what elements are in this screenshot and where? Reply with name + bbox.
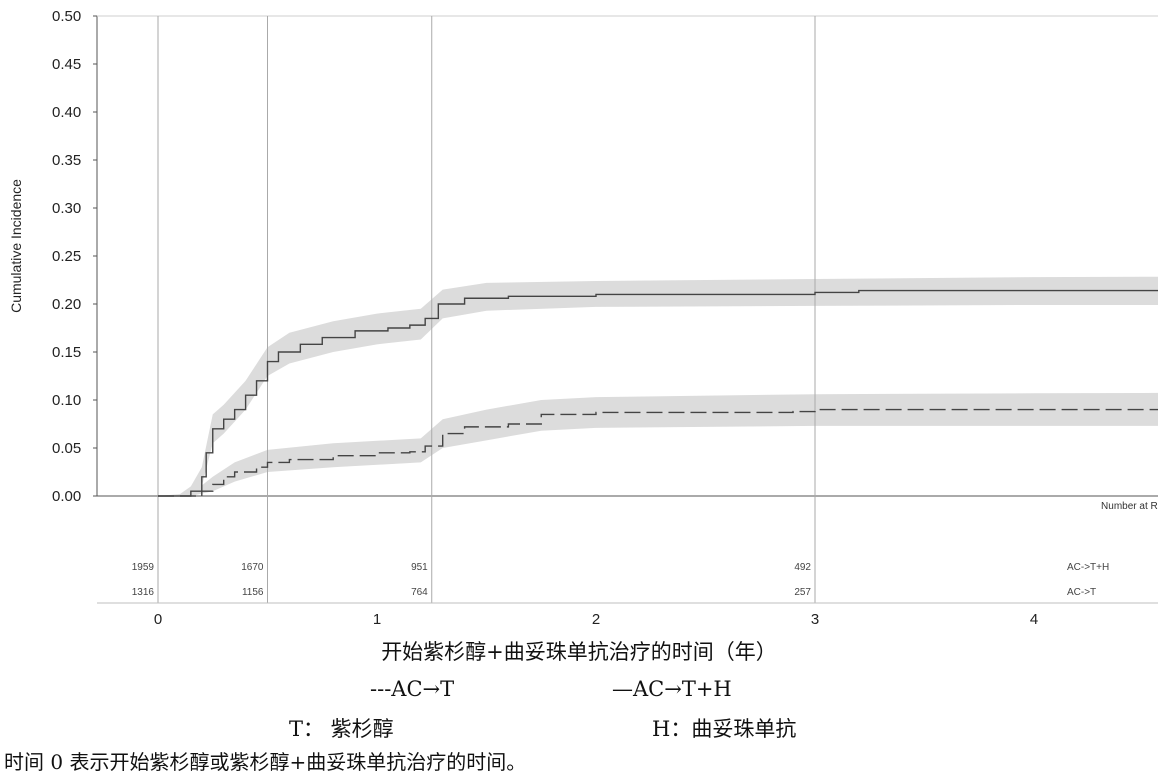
y-tick-label: 0.05 — [52, 440, 81, 457]
risk-table-value: 492 — [794, 562, 811, 573]
risk-table-value: 764 — [411, 587, 428, 598]
x-tick-label: 1 — [373, 611, 381, 628]
footnote: 时间 0 表示开始紫杉醇或紫杉醇+曲妥珠单抗治疗的时间。 — [4, 750, 527, 774]
series-line-ac-t — [158, 408, 1158, 497]
cumulative-incidence-chart: 0.00 0.05 0.10 0.15 0.20 0.25 0.30 0.35 0.40 0.45… — [8, 8, 1158, 628]
risk-table-value: 1670 — [241, 562, 264, 573]
x-tick-label: 0 — [154, 611, 162, 628]
x-tick-label: 2 — [592, 611, 600, 628]
y-axis-label: Cumulative Incidence — [8, 179, 24, 313]
x-axis-title: 开始紫杉醇+曲妥珠单抗治疗的时间（年） — [381, 640, 777, 664]
ci-band-ac-t — [158, 392, 1158, 496]
y-tick-label: 0.40 — [52, 104, 81, 121]
legend-solid-ac-t-h: —AC→T+H — [612, 677, 732, 701]
risk-table-value: 1156 — [242, 587, 264, 598]
abbr-t: T： 紫杉醇 — [289, 717, 394, 741]
risk-table-row-label: AC->T+H — [1067, 562, 1109, 573]
y-tick-label: 0.50 — [52, 8, 81, 25]
y-tick-label: 0.20 — [52, 296, 81, 313]
risk-table-value: 1316 — [132, 587, 155, 598]
risk-table-row-label: AC->T — [1067, 587, 1096, 598]
x-tick-label: 4 — [1030, 611, 1038, 628]
y-tick-label: 0.00 — [52, 488, 81, 505]
y-tick-label: 0.30 — [52, 200, 81, 217]
y-tick-label: 0.35 — [52, 152, 81, 169]
risk-table-title: Number at Risk — [1101, 501, 1158, 512]
abbr-h: H：曲妥珠单抗 — [652, 717, 797, 741]
risk-table-value: 951 — [411, 562, 428, 573]
series-line-ac-t-h — [158, 289, 1158, 497]
y-tick-label: 0.25 — [52, 248, 81, 265]
ci-band-ac-t-h — [158, 276, 1158, 496]
y-tick-label: 0.15 — [52, 344, 81, 361]
x-tick-label: 3 — [811, 611, 819, 628]
risk-table-value: 1959 — [132, 562, 155, 573]
y-tick-label: 0.45 — [52, 56, 81, 73]
risk-table-value: 257 — [794, 587, 811, 598]
legend-dashed-ac-t: ---AC→T — [370, 677, 455, 701]
y-tick-label: 0.10 — [52, 392, 81, 409]
